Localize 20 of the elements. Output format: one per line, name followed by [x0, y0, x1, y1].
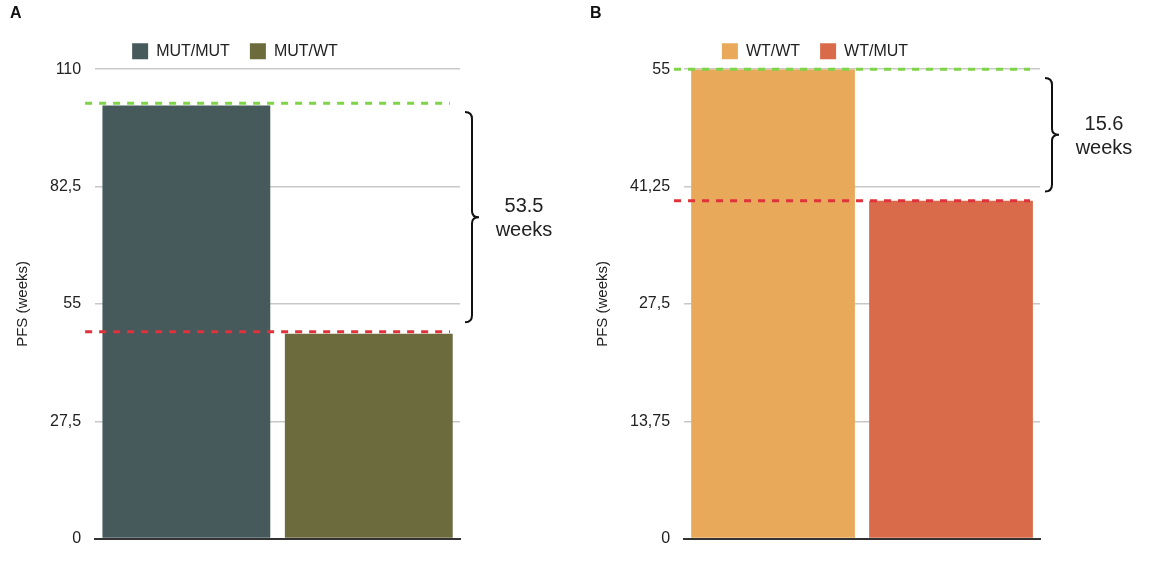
chart-title: A — [10, 4, 22, 22]
y-tick-label: 55 — [63, 294, 82, 312]
y-tick-label: 13,75 — [629, 411, 671, 429]
legend-label: MUT/MUT — [156, 41, 231, 59]
legend-label: WT/WT — [745, 41, 801, 59]
text: 53.5 weeks — [494, 193, 554, 242]
text: 15.6 weeks — [1074, 110, 1134, 159]
y-axis-title: PFS (weeks) — [13, 260, 31, 347]
y-tick-label: 110 — [55, 59, 82, 77]
y-tick-label: 82,5 — [50, 176, 82, 194]
legend-label: MUT/WT — [273, 41, 339, 59]
y-axis-title: PFS (weeks) — [593, 260, 611, 347]
y-tick-label: 27,5 — [50, 411, 82, 429]
y-tick-label: 27,5 — [638, 294, 671, 312]
y-tick-label: 55 — [652, 59, 671, 77]
y-tick-label: 0 — [72, 529, 82, 547]
legend-label: WT/MUT — [844, 41, 909, 59]
y-tick-label: 41,25 — [629, 176, 671, 194]
chart-title: B — [590, 4, 602, 22]
y-tick-label: 0 — [661, 529, 671, 547]
